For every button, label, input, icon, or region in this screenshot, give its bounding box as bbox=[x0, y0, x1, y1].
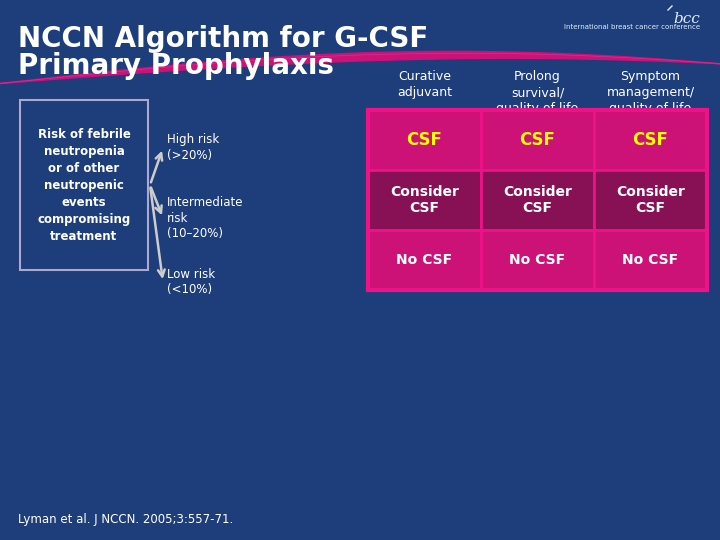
Text: High risk
(>20%): High risk (>20%) bbox=[167, 133, 220, 163]
Text: Low risk
(<10%): Low risk (<10%) bbox=[167, 267, 215, 296]
Text: bcc: bcc bbox=[673, 12, 700, 26]
Bar bbox=[368, 110, 707, 290]
Text: CSF: CSF bbox=[633, 131, 668, 149]
Bar bbox=[368, 170, 481, 230]
Bar bbox=[594, 230, 707, 290]
Text: Curative
adjuvant: Curative adjuvant bbox=[397, 70, 452, 99]
Bar bbox=[368, 230, 481, 290]
Bar bbox=[481, 170, 594, 230]
Text: Risk of febrile
neutropenia
or of other
neutropenic
events
compromising
treatmen: Risk of febrile neutropenia or of other … bbox=[37, 127, 130, 242]
Text: NCCN Algorithm for G-CSF: NCCN Algorithm for G-CSF bbox=[18, 25, 428, 53]
FancyBboxPatch shape bbox=[20, 100, 148, 270]
Text: Lyman et al. J NCCN. 2005;3:557-71.: Lyman et al. J NCCN. 2005;3:557-71. bbox=[18, 513, 233, 526]
Text: Consider
CSF: Consider CSF bbox=[616, 185, 685, 215]
Text: No CSF: No CSF bbox=[510, 253, 566, 267]
Bar bbox=[594, 170, 707, 230]
Bar bbox=[594, 110, 707, 170]
Text: International breast cancer conference: International breast cancer conference bbox=[564, 24, 700, 30]
Text: Intermediate
risk
(10–20%): Intermediate risk (10–20%) bbox=[167, 195, 243, 240]
Text: Symptom
management/
quality of life: Symptom management/ quality of life bbox=[606, 70, 695, 115]
Text: No CSF: No CSF bbox=[622, 253, 678, 267]
Text: Primary Prophylaxis: Primary Prophylaxis bbox=[18, 52, 334, 80]
Text: CSF: CSF bbox=[520, 131, 555, 149]
Text: Consider
CSF: Consider CSF bbox=[503, 185, 572, 215]
Text: CSF: CSF bbox=[407, 131, 442, 149]
Bar bbox=[368, 110, 481, 170]
Text: No CSF: No CSF bbox=[397, 253, 453, 267]
Text: Consider
CSF: Consider CSF bbox=[390, 185, 459, 215]
Bar bbox=[481, 110, 594, 170]
Text: Prolong
survival/
quality of life: Prolong survival/ quality of life bbox=[496, 70, 579, 115]
Bar bbox=[481, 230, 594, 290]
